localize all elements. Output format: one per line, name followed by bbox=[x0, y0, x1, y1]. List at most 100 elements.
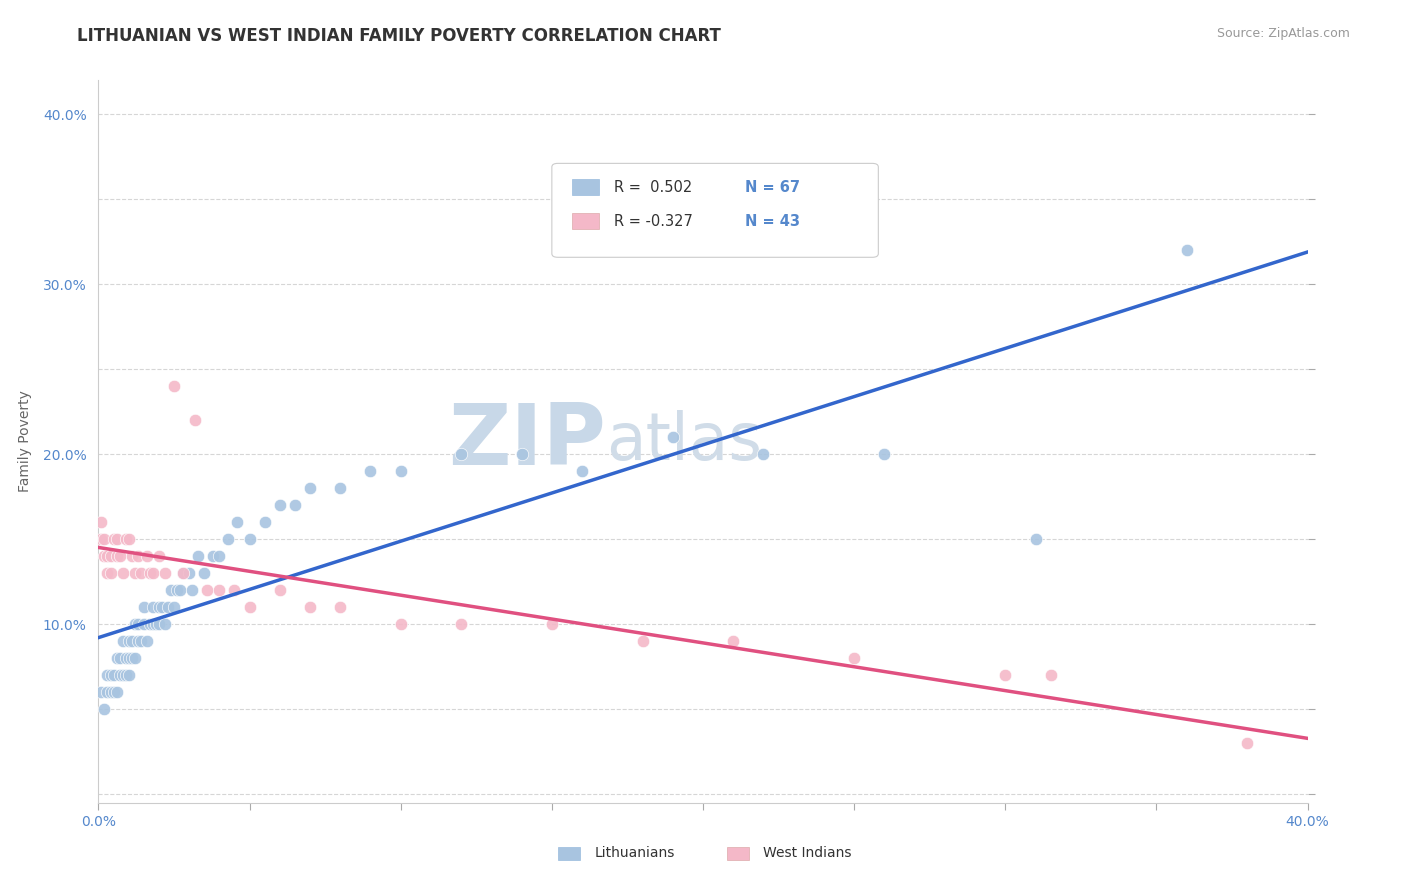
Text: Lithuanians: Lithuanians bbox=[595, 847, 675, 861]
Text: N = 43: N = 43 bbox=[745, 214, 800, 228]
Point bbox=[124, 566, 146, 581]
Point bbox=[90, 533, 112, 547]
Point bbox=[121, 549, 143, 564]
Point bbox=[163, 379, 186, 393]
Point bbox=[118, 634, 141, 648]
Point bbox=[108, 668, 131, 682]
Point bbox=[1175, 244, 1198, 258]
Point bbox=[217, 533, 239, 547]
Point bbox=[118, 651, 141, 665]
Point bbox=[208, 583, 231, 598]
Point bbox=[90, 685, 112, 699]
Point bbox=[96, 566, 118, 581]
Point bbox=[540, 617, 562, 632]
Point bbox=[510, 447, 533, 461]
Point bbox=[329, 481, 352, 495]
Point bbox=[121, 634, 143, 648]
Point bbox=[127, 634, 149, 648]
Point bbox=[226, 516, 249, 530]
Y-axis label: Family Poverty: Family Poverty bbox=[18, 391, 31, 492]
Text: West Indians: West Indians bbox=[763, 847, 852, 861]
Point bbox=[105, 651, 128, 665]
Point bbox=[121, 651, 143, 665]
Point bbox=[172, 566, 194, 581]
Point bbox=[96, 668, 118, 682]
Point bbox=[195, 583, 218, 598]
Bar bbox=[572, 213, 599, 229]
Point bbox=[108, 651, 131, 665]
Point bbox=[96, 685, 118, 699]
Point bbox=[844, 651, 866, 665]
Point bbox=[114, 651, 136, 665]
Point bbox=[571, 464, 593, 478]
Point bbox=[132, 617, 155, 632]
Point bbox=[994, 668, 1017, 682]
Point bbox=[145, 617, 167, 632]
Point bbox=[135, 634, 157, 648]
Point bbox=[105, 685, 128, 699]
Point bbox=[160, 583, 183, 598]
Point bbox=[100, 566, 122, 581]
Point bbox=[103, 668, 125, 682]
Text: R = -0.327: R = -0.327 bbox=[613, 214, 692, 228]
Point bbox=[100, 668, 122, 682]
Text: LITHUANIAN VS WEST INDIAN FAMILY POVERTY CORRELATION CHART: LITHUANIAN VS WEST INDIAN FAMILY POVERTY… bbox=[77, 27, 721, 45]
Point bbox=[239, 533, 262, 547]
Point bbox=[329, 600, 352, 615]
Point bbox=[108, 549, 131, 564]
Point bbox=[111, 566, 134, 581]
Text: atlas: atlas bbox=[606, 409, 762, 474]
Point bbox=[169, 583, 191, 598]
Point bbox=[166, 583, 188, 598]
Point bbox=[156, 600, 179, 615]
Bar bbox=[727, 847, 749, 860]
Point bbox=[148, 617, 170, 632]
Point bbox=[132, 600, 155, 615]
Point bbox=[163, 600, 186, 615]
Point bbox=[129, 566, 152, 581]
Point bbox=[202, 549, 225, 564]
Point bbox=[269, 583, 291, 598]
Point bbox=[114, 533, 136, 547]
Point bbox=[661, 430, 683, 444]
Point bbox=[148, 600, 170, 615]
Point bbox=[127, 549, 149, 564]
Point bbox=[118, 668, 141, 682]
Point bbox=[360, 464, 382, 478]
Point bbox=[1039, 668, 1062, 682]
Point bbox=[124, 617, 146, 632]
Point bbox=[105, 533, 128, 547]
Point bbox=[450, 617, 472, 632]
Point bbox=[105, 549, 128, 564]
Point bbox=[269, 498, 291, 512]
Point bbox=[153, 617, 176, 632]
Point bbox=[139, 566, 162, 581]
Point bbox=[153, 566, 176, 581]
Point bbox=[181, 583, 204, 598]
Point bbox=[100, 549, 122, 564]
Point bbox=[239, 600, 262, 615]
Point bbox=[127, 617, 149, 632]
Point bbox=[93, 549, 115, 564]
Point bbox=[299, 600, 322, 615]
Point bbox=[100, 685, 122, 699]
Point bbox=[1236, 736, 1258, 750]
Point bbox=[129, 634, 152, 648]
Point bbox=[111, 668, 134, 682]
Point bbox=[93, 702, 115, 716]
Point bbox=[139, 617, 162, 632]
Text: ZIP: ZIP bbox=[449, 400, 606, 483]
Point bbox=[148, 549, 170, 564]
Point bbox=[172, 566, 194, 581]
Point bbox=[450, 447, 472, 461]
Point bbox=[752, 447, 775, 461]
Point bbox=[873, 447, 896, 461]
Bar bbox=[558, 847, 579, 860]
Point bbox=[142, 566, 165, 581]
Point bbox=[631, 634, 654, 648]
Point bbox=[96, 549, 118, 564]
Point bbox=[142, 600, 165, 615]
Point bbox=[150, 600, 173, 615]
Point bbox=[187, 549, 209, 564]
Point bbox=[284, 498, 307, 512]
